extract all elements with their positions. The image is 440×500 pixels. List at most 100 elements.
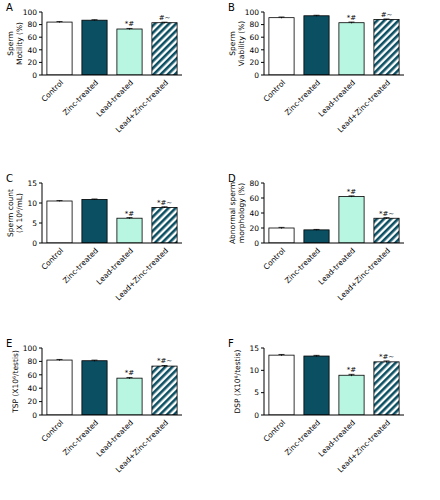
- y-axis-label: SpermViability (%): [228, 21, 246, 66]
- error-bar: [57, 200, 63, 202]
- error-cap: [92, 199, 98, 200]
- y-tick-label: 0: [254, 411, 259, 420]
- error-bar: [127, 28, 133, 29]
- labels: ControlZinc-treated*#Lead-treated*#~Lead…: [39, 357, 172, 474]
- y-tick: [39, 415, 42, 416]
- y-axis-label: TSP (X10⁶/testis): [11, 350, 20, 414]
- y-tick: [261, 12, 264, 13]
- y-tick-label: 0: [254, 71, 259, 80]
- error-bar: [92, 199, 98, 201]
- bar: [117, 29, 142, 75]
- y-tick-label: 40: [27, 384, 37, 393]
- bar: [152, 23, 177, 75]
- y-tick: [39, 75, 42, 76]
- label-line: Sperm: [228, 31, 237, 55]
- bar: [339, 197, 364, 244]
- annotation: *#~: [379, 210, 394, 218]
- bars: [269, 196, 399, 243]
- y-tick: [39, 62, 42, 63]
- bar: [269, 228, 294, 243]
- bar: [374, 20, 399, 75]
- y-tick-label: 80: [27, 357, 37, 366]
- y-tick: [39, 361, 42, 362]
- bar: [339, 375, 364, 415]
- y-tick: [39, 401, 42, 402]
- bar: [304, 356, 329, 415]
- y-tick: [261, 370, 264, 371]
- error-cap: [92, 360, 98, 361]
- y-tick: [261, 75, 264, 76]
- bar: [339, 23, 364, 75]
- y-tick-label: 0: [32, 71, 37, 80]
- label-line: Sperm: [6, 31, 15, 55]
- y-tick: [261, 228, 264, 229]
- annotation: *#: [125, 369, 135, 377]
- error-bar: [127, 218, 133, 219]
- error-bar: [349, 374, 355, 376]
- annotation: *#~: [157, 357, 172, 365]
- annotation: *#: [347, 188, 357, 196]
- x-axis: [264, 243, 404, 244]
- bar: [47, 201, 72, 243]
- y-tick: [261, 198, 264, 199]
- error-bar: [279, 227, 285, 228]
- label-line: Viability (%): [237, 21, 246, 66]
- annotation: *#: [125, 210, 135, 218]
- bars: [269, 354, 399, 415]
- y-tick: [39, 12, 42, 13]
- y-tick-label: 20: [27, 58, 37, 67]
- y-tick-label: 5: [32, 219, 37, 228]
- error-cap: [57, 359, 63, 360]
- y-tick: [39, 388, 42, 389]
- y-axis: [264, 12, 265, 75]
- y-tick-label: 60: [249, 194, 259, 203]
- y-tick: [39, 37, 42, 38]
- y-tick-label: 0: [32, 239, 37, 248]
- error-bar: [162, 22, 168, 23]
- y-tick-label: 15: [249, 344, 259, 353]
- labels: ControlZinc-treated*#Lead-treated*#~Lead…: [261, 353, 394, 474]
- error-bar: [349, 22, 355, 23]
- y-tick: [261, 37, 264, 38]
- labels: ControlZinc-treated*#Lead-treated*#~Lead…: [261, 188, 394, 302]
- y-tick-label: 10: [27, 199, 37, 208]
- bars: [47, 199, 177, 243]
- error-cap: [92, 19, 98, 20]
- panel-letter: B: [228, 2, 235, 13]
- y-tick: [261, 213, 264, 214]
- y-tick: [39, 223, 42, 224]
- x-axis: [42, 75, 182, 76]
- annotation: *#: [125, 20, 135, 28]
- y-tick: [39, 24, 42, 25]
- panel: ETSP (X10⁶/testis)ControlZinc-treated*#L…: [6, 338, 182, 474]
- bar: [82, 361, 107, 415]
- y-axis-label: SpermMotility (%): [6, 22, 24, 65]
- error-bar: [384, 361, 390, 363]
- y-tick-label: 10: [249, 366, 259, 375]
- y-tick-label: 100: [23, 344, 38, 353]
- bar: [82, 20, 107, 75]
- y-axis-label: Abnormal spermmorphology (%): [228, 182, 246, 244]
- y-tick-label: 80: [27, 20, 37, 29]
- y-tick: [261, 62, 264, 63]
- error-bar: [92, 360, 98, 361]
- bar: [304, 230, 329, 243]
- category-label: Control: [39, 246, 65, 272]
- y-tick-label: 20: [249, 224, 259, 233]
- label-line: (X 10⁶/mL): [15, 193, 24, 233]
- y-tick-label: 80: [249, 179, 259, 188]
- y-tick-label: 80: [249, 20, 259, 29]
- labels: ControlZinc-treated*#Lead-treated*#~Lead…: [39, 199, 172, 303]
- error-cap: [314, 229, 320, 230]
- x-axis: [264, 75, 404, 76]
- error-cap: [279, 354, 285, 355]
- y-tick-label: 20: [249, 58, 259, 67]
- panel-letter: A: [6, 2, 13, 13]
- y-tick-label: 40: [249, 46, 259, 55]
- bar: [374, 218, 399, 243]
- y-tick-label: 20: [27, 397, 37, 406]
- y-tick: [39, 203, 42, 204]
- figure: A SpermMotility (%) ControlZinc-treated*#L…: [0, 0, 440, 500]
- panel: DAbnormal spermmorphology (%)ControlZinc…: [228, 173, 404, 302]
- bar: [117, 378, 142, 415]
